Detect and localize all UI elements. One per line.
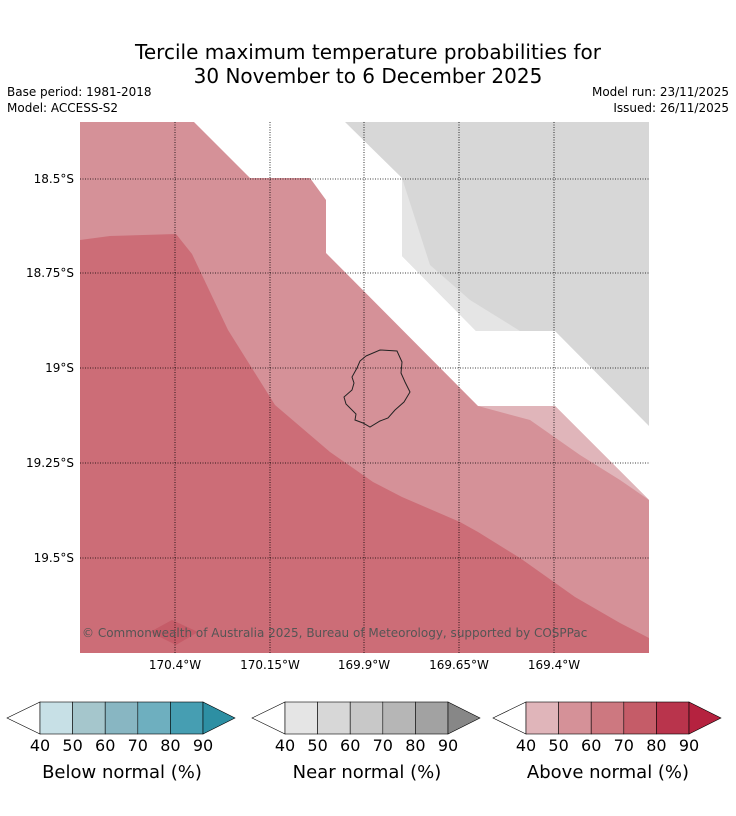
colorbar-swatch — [317, 701, 351, 735]
model-run: Model run: 23/11/2025 — [591, 85, 729, 99]
copyright-text: © Commonwealth of Australia 2025, Bureau… — [82, 626, 587, 640]
colorbar-swatch — [284, 701, 318, 735]
colorbar-tick-label: 80 — [405, 736, 426, 755]
chart-title: Tercile maximum temperature probabilitie… — [0, 40, 736, 88]
colorbar-tick-label: 60 — [95, 736, 116, 755]
gridlines — [80, 122, 649, 653]
colorbar-tick-label: 50 — [307, 736, 328, 755]
colorbar-tick-label: 60 — [340, 736, 361, 755]
colorbar-tick-label: 40 — [515, 736, 537, 755]
colorbar-near-normal: 40 50 60 70 80 90 Near normal (%) — [251, 700, 483, 790]
colorbar-extend-low — [492, 701, 527, 735]
lat-label-2: 18.75°S — [26, 266, 74, 280]
colorbar-tick-label: 40 — [274, 736, 296, 755]
issued-date: Issued: 26/11/2025 — [613, 101, 729, 115]
map-area: © Commonwealth of Australia 2025, Bureau… — [80, 122, 649, 653]
colorbar-tick-label: 70 — [613, 736, 634, 755]
colorbar-tick-label: 60 — [581, 736, 602, 755]
near-normal-light-region — [402, 178, 520, 331]
colorbar-tick-label: 90 — [678, 736, 700, 755]
colorbar-extend-high — [447, 701, 481, 735]
colorbar-tick-label: 80 — [160, 736, 181, 755]
lon-label-2: 170.15°W — [240, 658, 300, 672]
colorbar-tick-label: 90 — [192, 736, 214, 755]
colorbar-swatch — [382, 701, 416, 735]
colorbar-tick-label: 40 — [29, 736, 51, 755]
colorbar-tick-label: 50 — [62, 736, 83, 755]
near-normal-region — [345, 122, 649, 426]
colorbar-above-normal-ticks: 40 50 60 70 80 90 — [492, 736, 724, 756]
colorbar-tick-label: 80 — [646, 736, 667, 755]
colorbar-extend-high — [202, 701, 236, 735]
lat-label-1: 18.5°S — [34, 172, 74, 186]
lon-label-3: 169.9°W — [338, 658, 390, 672]
lat-label-3: 19°S — [45, 361, 74, 375]
colorbar-swatch — [39, 701, 73, 735]
colorbar-swatch — [415, 701, 449, 735]
above-normal-light-strip — [478, 406, 649, 500]
colorbar-swatch — [656, 701, 690, 735]
above-normal-70-spot — [150, 620, 198, 645]
colorbar-extend-low — [6, 701, 41, 735]
colorbar-above-normal-label: Above normal (%) — [526, 762, 690, 783]
meta-right: Model run: 23/11/2025 Issued: 26/11/2025 — [592, 84, 729, 116]
colorbar-above-normal: 40 50 60 70 80 90 Above normal (%) — [492, 700, 724, 790]
base-period: Base period: 1981-2018 — [7, 85, 152, 99]
colorbar-near-normal-ticks: 40 50 60 70 80 90 — [251, 736, 483, 756]
lon-label-5: 169.4°W — [528, 658, 580, 672]
colorbar-tick-label: 70 — [372, 736, 393, 755]
colorbar-below-normal-label: Below normal (%) — [42, 762, 202, 783]
colorbar-swatch — [137, 701, 171, 735]
lon-labels: 170.4°W 170.15°W 169.9°W 169.65°W 169.4°… — [149, 658, 580, 672]
above-normal-60-region — [80, 234, 649, 653]
lat-labels: 18.5°S 18.75°S 19°S 19.25°S 19.5°S — [26, 172, 74, 565]
colorbar-extend-low — [251, 701, 286, 735]
colorbar-swatch — [104, 701, 139, 735]
lon-label-1: 170.4°W — [149, 658, 201, 672]
colorbar-above-normal-swatches — [492, 701, 722, 735]
colorbar-swatch — [623, 701, 657, 735]
colorbar-tick-label: 70 — [127, 736, 148, 755]
colorbar-extend-high — [688, 701, 722, 735]
probability-map: © Commonwealth of Australia 2025, Bureau… — [26, 122, 649, 672]
model-name: Model: ACCESS-S2 — [7, 101, 119, 115]
lon-label-4: 169.65°W — [429, 658, 489, 672]
colorbar-near-normal-label: Near normal (%) — [292, 762, 442, 783]
colorbar-swatch — [525, 701, 559, 735]
lat-label-4: 19.25°S — [26, 456, 74, 470]
colorbar-swatch — [558, 701, 592, 735]
colorbar-below-normal-ticks: 40 50 60 70 80 90 — [6, 736, 238, 756]
colorbar-swatch — [590, 701, 625, 735]
colorbar-swatch — [170, 701, 204, 735]
colorbar-tick-label: 50 — [548, 736, 569, 755]
title-line-2: 30 November to 6 December 2025 — [193, 64, 543, 88]
colorbar-below-normal: 40 50 60 70 80 90 Below normal (%) — [6, 700, 238, 790]
meta-left: Base period: 1981-2018 Model: ACCESS-S2 — [7, 84, 152, 116]
colorbar-swatch — [72, 701, 106, 735]
title-line-1: Tercile maximum temperature probabilitie… — [135, 40, 601, 64]
island-outline — [343, 349, 411, 428]
colorbar-below-normal-swatches — [6, 701, 236, 735]
colorbar-near-normal-swatches — [251, 701, 481, 735]
colorbar-tick-label: 90 — [437, 736, 459, 755]
colorbar-swatch — [349, 701, 384, 735]
lat-label-5: 19.5°S — [34, 551, 74, 565]
